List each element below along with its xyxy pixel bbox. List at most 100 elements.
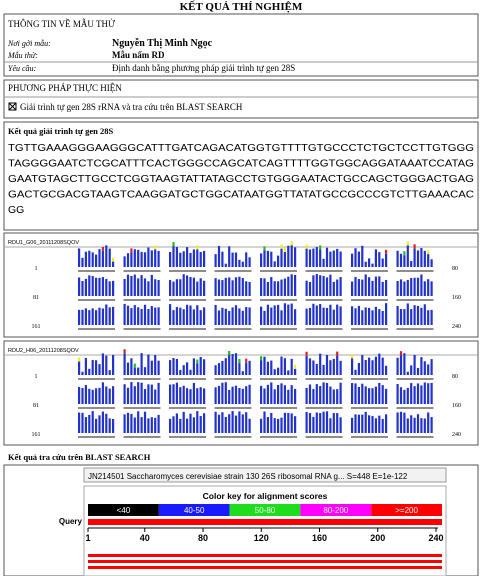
peak bbox=[365, 262, 367, 267]
peak bbox=[147, 418, 149, 433]
peak bbox=[242, 371, 244, 375]
peak bbox=[333, 389, 335, 404]
peak bbox=[221, 308, 223, 325]
peak bbox=[326, 277, 328, 296]
peak bbox=[134, 417, 136, 433]
peak bbox=[400, 387, 402, 404]
peak bbox=[95, 255, 97, 267]
peak bbox=[294, 309, 296, 325]
peak bbox=[431, 281, 433, 296]
hit[interactable]: JN214501 Saccharomyces cerevisiae strain… bbox=[88, 472, 408, 481]
peak bbox=[354, 277, 356, 296]
peak bbox=[154, 279, 156, 296]
peak bbox=[336, 413, 338, 433]
peak bbox=[112, 386, 114, 404]
peak bbox=[280, 249, 282, 267]
peak bbox=[127, 413, 129, 433]
peak bbox=[287, 277, 289, 296]
peak bbox=[427, 364, 429, 375]
peak bbox=[316, 274, 318, 296]
peak bbox=[95, 278, 97, 296]
peak bbox=[88, 389, 90, 404]
peak bbox=[102, 251, 104, 267]
peak bbox=[200, 387, 202, 404]
peak bbox=[169, 385, 171, 404]
peak bbox=[333, 250, 335, 267]
peak bbox=[109, 389, 111, 404]
peak bbox=[172, 246, 174, 267]
peak bbox=[351, 354, 353, 358]
peak bbox=[361, 310, 363, 325]
peak bbox=[137, 368, 139, 375]
peak bbox=[238, 277, 240, 296]
peak bbox=[319, 249, 321, 267]
peak bbox=[294, 416, 296, 433]
peak bbox=[309, 413, 311, 433]
peak bbox=[375, 357, 377, 375]
peak bbox=[329, 360, 331, 375]
chromatogram-label: RDU2_H06_20111208SQOV bbox=[8, 348, 79, 354]
peak bbox=[92, 411, 94, 433]
peak bbox=[112, 281, 114, 296]
peak bbox=[218, 386, 220, 404]
peak bbox=[228, 311, 230, 325]
peak bbox=[124, 349, 126, 353]
peak bbox=[127, 275, 129, 296]
peak bbox=[144, 252, 146, 267]
peak bbox=[361, 280, 363, 296]
peak bbox=[109, 370, 111, 375]
peak bbox=[420, 357, 422, 375]
peak bbox=[280, 383, 282, 404]
key-title: Color key for alignment scores bbox=[203, 491, 328, 501]
peak bbox=[365, 360, 367, 375]
peak bbox=[361, 355, 363, 375]
peak bbox=[358, 279, 360, 296]
peak bbox=[176, 307, 178, 325]
peak bbox=[260, 386, 262, 404]
peak bbox=[414, 355, 416, 375]
query-bar bbox=[88, 519, 442, 525]
axis-label: 40 bbox=[140, 533, 150, 543]
peak bbox=[147, 309, 149, 325]
peak bbox=[134, 275, 136, 296]
peak bbox=[127, 363, 129, 375]
peak bbox=[378, 276, 380, 296]
peak bbox=[81, 310, 83, 325]
peak bbox=[291, 245, 293, 267]
peak bbox=[263, 246, 265, 250]
peak bbox=[319, 386, 321, 404]
key-label: 80-200 bbox=[323, 506, 348, 515]
peak bbox=[365, 274, 367, 296]
peak bbox=[424, 251, 426, 267]
peak bbox=[193, 358, 195, 375]
peak bbox=[354, 370, 356, 375]
peak bbox=[280, 310, 282, 325]
peak bbox=[193, 417, 195, 433]
sequence-line: GG bbox=[8, 204, 24, 216]
peak bbox=[319, 245, 321, 249]
row-start: 1 bbox=[35, 266, 38, 272]
peak bbox=[368, 415, 370, 433]
peak bbox=[371, 281, 373, 296]
peak bbox=[294, 365, 296, 369]
peak bbox=[78, 310, 80, 325]
peak bbox=[124, 256, 126, 267]
peak bbox=[351, 281, 353, 296]
peak bbox=[189, 253, 191, 267]
peak bbox=[312, 304, 314, 325]
peak bbox=[242, 262, 244, 267]
peak bbox=[375, 387, 377, 404]
peak bbox=[354, 248, 356, 267]
sequence-line: TAGGGGAATCTCGCATTTCACTGGGCCAGCATCAGTTTTG… bbox=[8, 158, 474, 170]
peak bbox=[85, 417, 87, 433]
peak bbox=[382, 282, 384, 296]
peak bbox=[238, 388, 240, 404]
peak bbox=[400, 309, 402, 325]
peak bbox=[382, 358, 384, 375]
peak bbox=[407, 245, 409, 267]
peak bbox=[361, 384, 363, 404]
peak bbox=[329, 418, 331, 433]
peak bbox=[340, 252, 342, 267]
peak bbox=[169, 419, 171, 433]
peak bbox=[410, 365, 412, 375]
